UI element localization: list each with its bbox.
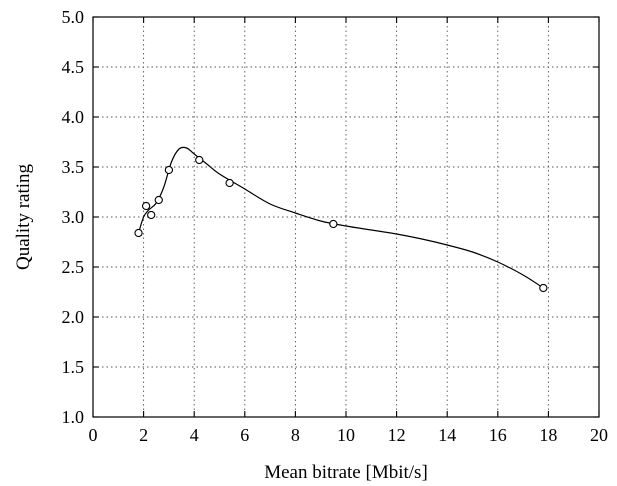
- y-tick-label: 3.0: [62, 207, 85, 227]
- grid-layer: [93, 17, 599, 417]
- data-point: [134, 228, 143, 238]
- x-tick-label: 8: [291, 425, 300, 445]
- x-tick-label: 10: [337, 425, 355, 445]
- data-point: [539, 283, 548, 293]
- data-point: [225, 178, 234, 188]
- data-point: [147, 210, 156, 220]
- y-tick-label: 1.0: [62, 407, 85, 427]
- y-tick-label: 2.5: [62, 257, 85, 277]
- x-tick-label: 0: [89, 425, 98, 445]
- x-axis-label: Mean bitrate [Mbit/s]: [264, 462, 428, 483]
- y-axis-label: Quality rating: [13, 163, 34, 270]
- x-tick-label: 18: [539, 425, 557, 445]
- tick-layer: [92, 16, 600, 418]
- x-tick-label: 6: [240, 425, 249, 445]
- data-point: [164, 165, 174, 175]
- x-tick-label: 4: [190, 425, 199, 445]
- x-tick-label: 2: [139, 425, 148, 445]
- x-tick-label: 12: [388, 425, 406, 445]
- data-point: [329, 219, 338, 229]
- fit-curve: [137, 146, 544, 289]
- data-point: [195, 155, 204, 165]
- x-tick-label: 14: [438, 425, 456, 445]
- tick-label-layer: 0 2 4 6 8 10 12 14 16 18 20 1.0 1.5 2.0 2.5 3.0 3.5 4.0 4.…: [62, 7, 609, 445]
- y-tick-label: 3.5: [62, 157, 85, 177]
- y-tick-label: 1.5: [62, 357, 85, 377]
- data-point: [154, 195, 163, 205]
- y-tick-label: 4.0: [62, 107, 85, 127]
- y-tick-label: 4.5: [62, 57, 85, 77]
- data-layer: [134, 146, 548, 293]
- y-tick-label: 2.0: [62, 307, 85, 327]
- y-tick-label: 5.0: [62, 7, 85, 27]
- x-tick-label: 20: [590, 425, 608, 445]
- data-point: [141, 201, 151, 211]
- x-tick-label: 16: [489, 425, 507, 445]
